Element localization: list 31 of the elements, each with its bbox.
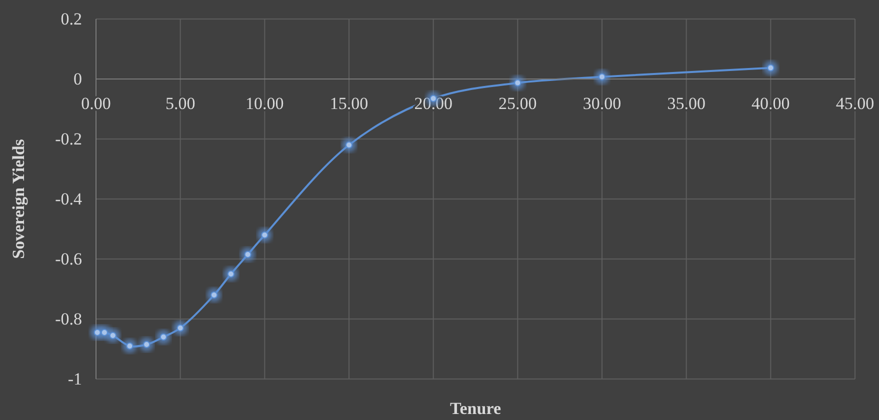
x-tick-label: 25.00 [498, 94, 537, 114]
point [595, 70, 609, 84]
x-tick-label: 15.00 [330, 94, 368, 114]
y-tick-label: 0.2 [60, 9, 82, 28]
x-tick-label: 45.00 [836, 94, 874, 114]
point [106, 328, 120, 342]
x-tick-label: 40.00 [752, 94, 790, 114]
point [224, 267, 238, 281]
point [173, 321, 188, 335]
y-tick-label: 0 [74, 69, 82, 88]
y-tick-label: -0.8 [55, 309, 82, 328]
x-tick-label: 0.00 [81, 94, 111, 114]
y-tick-label: -0.2 [55, 129, 82, 148]
point [258, 228, 272, 242]
y-tick-label: -0.4 [55, 189, 82, 208]
x-axis-title: Tenure [450, 399, 502, 418]
point [122, 339, 137, 353]
x-tick-label: 35.00 [667, 94, 706, 114]
x-tick-label: 30.00 [582, 94, 622, 114]
point [342, 138, 356, 152]
point [207, 288, 222, 302]
x-tick-label: 5.00 [165, 94, 196, 114]
point [510, 76, 525, 90]
y-axis-title: Sovereign Yields [9, 138, 28, 259]
y-tick-label: -0.6 [55, 249, 82, 268]
x-tick-label: 10.00 [246, 94, 284, 114]
y-tick-label: -1 [68, 369, 82, 388]
point [140, 338, 154, 352]
point [240, 248, 255, 262]
point [764, 60, 778, 75]
point [156, 330, 170, 344]
